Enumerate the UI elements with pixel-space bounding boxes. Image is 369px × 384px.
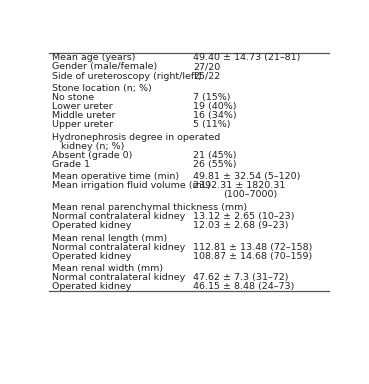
Text: 108.87 ± 14.68 (70–159): 108.87 ± 14.68 (70–159) [193,252,313,261]
Text: Normal contralateral kidney: Normal contralateral kidney [52,243,186,252]
Text: No stone: No stone [52,93,94,102]
Text: 46.15 ± 8.48 (24–73): 46.15 ± 8.48 (24–73) [193,282,295,291]
Text: 12.03 ± 2.68 (9–23): 12.03 ± 2.68 (9–23) [193,221,289,230]
Text: 21 (45%): 21 (45%) [193,151,237,160]
Text: Operated kidney: Operated kidney [52,282,132,291]
Text: 13.12 ± 2.65 (10–23): 13.12 ± 2.65 (10–23) [193,212,295,221]
Text: kidney (n; %): kidney (n; %) [52,142,125,151]
Text: Operated kidney: Operated kidney [52,221,132,230]
Text: 7 (15%): 7 (15%) [193,93,231,102]
Text: 49.81 ± 32.54 (5–120): 49.81 ± 32.54 (5–120) [193,172,301,181]
Text: Mean renal parenchymal thickness (mm): Mean renal parenchymal thickness (mm) [52,203,248,212]
Text: Normal contralateral kidney: Normal contralateral kidney [52,212,186,221]
Text: Lower ureter: Lower ureter [52,102,113,111]
Text: 47.62 ± 7.3 (31–72): 47.62 ± 7.3 (31–72) [193,273,289,282]
Text: Side of ureteroscopy (right/left): Side of ureteroscopy (right/left) [52,71,202,81]
Text: Normal contralateral kidney: Normal contralateral kidney [52,273,186,282]
Text: Absent (grade 0): Absent (grade 0) [52,151,133,160]
Text: 5 (11%): 5 (11%) [193,120,231,129]
Text: Mean renal width (mm): Mean renal width (mm) [52,264,163,273]
Text: Hydronephrosis degree in operated: Hydronephrosis degree in operated [52,133,221,142]
Text: Operated kidney: Operated kidney [52,252,132,261]
Text: 2392.31 ± 1820.31: 2392.31 ± 1820.31 [193,181,286,190]
Text: 19 (40%): 19 (40%) [193,102,237,111]
Text: 112.81 ± 13.48 (72–158): 112.81 ± 13.48 (72–158) [193,243,313,252]
Text: Mean age (years): Mean age (years) [52,53,136,63]
Text: 25/22: 25/22 [193,71,221,81]
Text: Mean renal length (mm): Mean renal length (mm) [52,233,168,243]
Text: 16 (34%): 16 (34%) [193,111,237,120]
Text: (100–7000): (100–7000) [224,190,278,199]
Text: 27/20: 27/20 [193,63,221,71]
Text: 26 (55%): 26 (55%) [193,160,237,169]
Text: 49.40 ± 14.73 (21–81): 49.40 ± 14.73 (21–81) [193,53,301,63]
Text: Grade 1: Grade 1 [52,160,90,169]
Text: Mean irrigation fluid volume (mL): Mean irrigation fluid volume (mL) [52,181,211,190]
Text: Gender (male/female): Gender (male/female) [52,63,158,71]
Text: Mean operative time (min): Mean operative time (min) [52,172,180,181]
Text: Upper ureter: Upper ureter [52,120,114,129]
Text: Middle ureter: Middle ureter [52,111,116,120]
Text: Stone location (n; %): Stone location (n; %) [52,84,152,93]
